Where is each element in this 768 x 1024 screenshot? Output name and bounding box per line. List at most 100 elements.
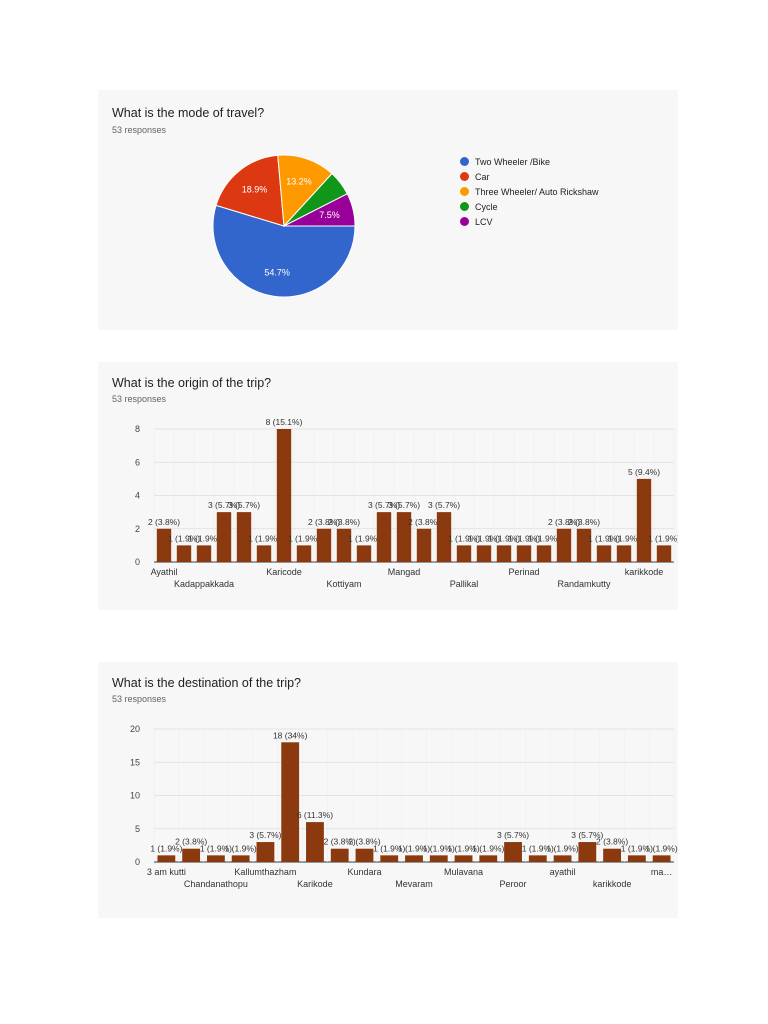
bar	[157, 855, 176, 862]
bar-data-label: 1 (1.9%)	[646, 843, 678, 853]
y-tick-label: 6	[135, 457, 140, 467]
bar-data-label: 2 (3.8%)	[324, 837, 356, 847]
legend-label: LCV	[475, 217, 493, 227]
bar	[330, 848, 349, 862]
bar-data-label: 1 (1.9%)	[508, 533, 540, 543]
bar-data-label: 1 (1.9%)	[168, 533, 200, 543]
bar-data-label: 2 (3.8%)	[596, 837, 628, 847]
bar	[454, 855, 473, 862]
bar	[306, 822, 324, 862]
legend-swatch	[460, 157, 469, 167]
bar	[355, 848, 374, 862]
bar-data-label: 2 (3.8%)	[175, 837, 207, 847]
x-tick-label: karikkode	[593, 879, 632, 889]
bar-data-label: 3 (5.7%)	[249, 830, 281, 840]
bar-data-label: 1 (1.9%)	[472, 843, 504, 853]
x-tick-label: Peroor	[500, 879, 527, 889]
legend-item: LCV	[460, 216, 493, 228]
legend-label: Car	[475, 172, 490, 182]
destination-of-trip-card: What is the destination of the trip? 5 3 …	[98, 662, 678, 918]
bar-data-label: 1 (1.9%)	[248, 533, 280, 543]
bar-data-label: 2 (3.8%)	[328, 517, 360, 527]
bar-data-label: 1 (1.9%)	[648, 533, 678, 543]
x-tick-label: Ayathil	[151, 567, 178, 577]
bar	[576, 528, 592, 562]
bar-data-label: 1 (1.9%)	[150, 843, 182, 853]
bar-data-label: 1 (1.9%)	[188, 533, 220, 543]
bar	[578, 842, 597, 862]
bar	[652, 855, 671, 862]
bar-data-label: 3 (5.7%)	[388, 500, 420, 510]
bar-data-label: 2 (3.8%)	[308, 517, 340, 527]
bar-data-label: 1 (1.9%)	[348, 533, 380, 543]
x-tick-label: Kallumthazham	[234, 867, 296, 877]
x-tick-label: Perinad	[508, 567, 539, 577]
bar	[528, 855, 547, 862]
legend-swatch	[460, 217, 469, 227]
legend-label: Three Wheeler/ Auto Rickshaw	[475, 187, 599, 197]
bar	[196, 545, 212, 562]
bar	[596, 545, 612, 562]
y-tick-label: 8	[135, 424, 140, 434]
bar	[336, 528, 352, 562]
legend-item: Two Wheeler /Bike	[460, 156, 550, 168]
pie-slice-label: 13.2%	[286, 177, 312, 187]
bar	[476, 545, 492, 562]
bar-data-label: 3 (5.7%)	[368, 500, 400, 510]
bar	[396, 512, 412, 562]
bar	[316, 528, 332, 562]
bar-data-label: 2 (3.8%)	[548, 517, 580, 527]
pie-slice-label: 7.5%	[319, 210, 340, 220]
bar	[256, 842, 275, 862]
bar	[436, 512, 452, 562]
bar-data-label: 1 (1.9%)	[621, 843, 653, 853]
y-tick-label: 20	[130, 724, 140, 734]
bar-data-label: 3 (5.7%)	[228, 500, 260, 510]
bar	[356, 545, 372, 562]
y-tick-label: 0	[135, 557, 140, 567]
bar-data-label: 2 (3.8%)	[148, 517, 180, 527]
bar	[380, 855, 399, 862]
bar	[603, 848, 622, 862]
bar	[616, 545, 632, 562]
chart-title: What is the destination of the trip?	[112, 676, 301, 690]
legend-swatch	[460, 202, 469, 212]
bar	[456, 545, 472, 562]
pie-slice-car	[215, 154, 285, 227]
bar-data-label: 1 (1.9%)	[423, 843, 455, 853]
x-tick-label: Kadappakkada	[174, 579, 234, 589]
legend-swatch	[460, 187, 469, 197]
bar	[296, 545, 312, 562]
legend-label: Two Wheeler /Bike	[475, 157, 551, 167]
bar-data-label: 3 (5.7%)	[497, 830, 529, 840]
y-tick-label: 5	[135, 824, 140, 834]
legend-swatch	[460, 172, 469, 182]
bar	[504, 842, 522, 862]
bar	[236, 512, 252, 562]
legend-item: Car	[460, 171, 490, 183]
chart-title: What is the mode of travel?	[112, 106, 265, 120]
y-tick-label: 2	[135, 524, 140, 534]
bar-data-label: 1 (1.9%)	[488, 533, 520, 543]
pie-slice-three-wheeler-auto-rickshaw	[277, 154, 333, 228]
y-tick-label: 10	[130, 791, 140, 801]
bar	[553, 855, 572, 862]
bar	[376, 512, 392, 562]
legend-label: Cycle	[475, 202, 498, 212]
pie-slice-lcv	[283, 193, 356, 227]
bar	[281, 742, 300, 862]
pie-chart: 54.7% 18.9% 13.2% 7.5%	[212, 154, 356, 298]
x-tick-label: ayathil	[550, 867, 576, 877]
mode-of-travel-card: What is the mode of travel? 53 responses…	[98, 90, 678, 330]
bar	[156, 528, 172, 562]
bar	[627, 855, 646, 862]
bar	[556, 528, 572, 562]
y-tick-label: 15	[130, 757, 140, 767]
bar-data-label: 1 (1.9%)	[447, 843, 479, 853]
x-tick-label: Kundara	[347, 867, 381, 877]
bar-data-label: 1 (1.9%)	[608, 533, 640, 543]
origin-of-trip-card: What is the origin of the trip? 53 respo…	[98, 362, 678, 610]
bar-data-label: 1 (1.9%)	[448, 533, 480, 543]
